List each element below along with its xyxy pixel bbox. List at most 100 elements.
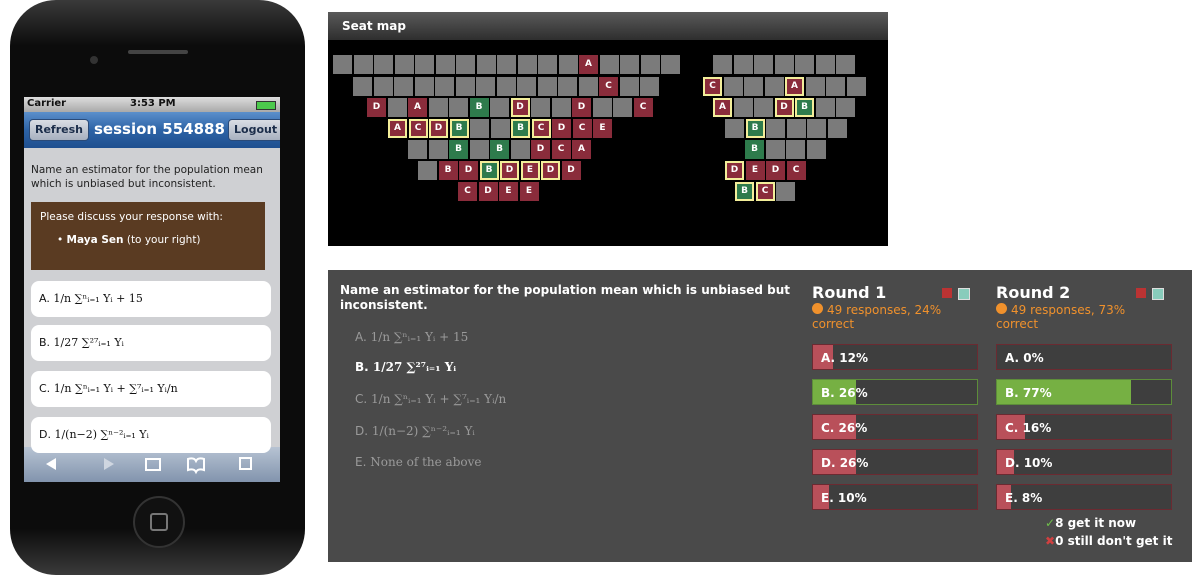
footer-improved: ✓8 get it now: [1045, 516, 1136, 530]
seat: B: [745, 140, 764, 159]
seat: [374, 55, 393, 74]
still-wrong-text: 0 still don't get it: [1055, 534, 1172, 548]
bookmarks-icon[interactable]: [188, 458, 204, 472]
option-formula: 1/27 ∑²⁷ᵢ₌₁ Yᵢ: [54, 336, 124, 349]
seat: [394, 77, 413, 96]
seat: [531, 98, 550, 117]
seat: [661, 55, 680, 74]
partner-note: (to your right): [127, 234, 201, 246]
seat: A: [408, 98, 427, 117]
seat: [620, 55, 639, 74]
bar-label: E. 10%: [821, 485, 867, 511]
seat: D: [562, 161, 581, 180]
share-icon[interactable]: [146, 459, 160, 470]
seat: [470, 119, 489, 138]
option-formula: 1/(n−2) ∑ⁿ⁻²ᵢ₌₁ Yᵢ: [54, 428, 148, 441]
seat: B: [470, 98, 489, 117]
seat: [408, 140, 427, 159]
seat: E: [521, 161, 540, 180]
logout-button[interactable]: Logout: [228, 119, 280, 141]
export-icon[interactable]: [1136, 288, 1146, 298]
seat: [847, 77, 866, 96]
result-bar: E. 10%: [812, 484, 978, 510]
tabs-icon[interactable]: [240, 458, 251, 469]
forward-icon[interactable]: [104, 458, 114, 470]
option-letter: D.: [355, 424, 368, 438]
seat: [538, 77, 557, 96]
seat: [776, 182, 795, 201]
seat: [435, 77, 454, 96]
seat: [517, 77, 536, 96]
seat: [388, 98, 407, 117]
discuss-prompt: Please discuss your response with:: [40, 211, 223, 223]
export-icon[interactable]: [942, 288, 952, 298]
bar-label: B. 77%: [1005, 380, 1052, 406]
seat: E: [499, 182, 518, 201]
option-formula: 1/27 ∑²⁷ᵢ₌₁ Yᵢ: [373, 360, 456, 374]
seat: [558, 77, 577, 96]
seat: C: [532, 119, 551, 138]
status-bar: Carrier 3:53 PM: [24, 97, 280, 112]
seat: A: [785, 77, 804, 96]
summary-text: 49 responses, 73% correct: [996, 303, 1125, 331]
result-option: D. 1/(n−2) ∑ⁿ⁻²ᵢ₌₁ Yᵢ: [355, 424, 475, 438]
seat: D: [367, 98, 386, 117]
seat: [640, 77, 659, 96]
seat: C: [599, 77, 618, 96]
option-card[interactable]: A. 1/n ∑ⁿᵢ₌₁ Yᵢ + 15: [31, 281, 271, 317]
partner: • Maya Sen (to your right): [57, 234, 201, 246]
nav-title: session 554888: [94, 120, 225, 138]
option-formula: 1/n ∑ⁿᵢ₌₁ Yᵢ + 15: [53, 292, 143, 305]
seat: C: [573, 119, 592, 138]
seat: D: [766, 161, 785, 180]
back-icon[interactable]: [46, 458, 56, 470]
option-letter: E.: [355, 455, 366, 469]
seat: D: [500, 161, 519, 180]
option-formula: 1/n ∑ⁿᵢ₌₁ Yᵢ + 15: [371, 330, 469, 344]
seat: A: [388, 119, 407, 138]
bar-label: A. 0%: [1005, 345, 1044, 371]
discuss-box: Please discuss your response with: • May…: [31, 202, 265, 270]
seat: B: [511, 119, 530, 138]
seat: B: [450, 119, 469, 138]
option-letter: C.: [355, 392, 367, 406]
seat: [418, 161, 437, 180]
round-title: Round 1: [812, 283, 886, 302]
seat: [477, 55, 496, 74]
seat: [497, 77, 516, 96]
option-letter: D.: [39, 428, 51, 441]
seat: C: [787, 161, 806, 180]
seat: C: [409, 119, 428, 138]
image-icon[interactable]: [1152, 288, 1164, 300]
option-card[interactable]: C. 1/n ∑ⁿᵢ₌₁ Yᵢ + ∑⁷ᵢ₌₁ Yᵢ/n: [31, 371, 271, 407]
home-button[interactable]: [133, 496, 185, 548]
option-card[interactable]: D. 1/(n−2) ∑ⁿ⁻²ᵢ₌₁ Yᵢ: [31, 417, 271, 453]
option-formula: 1/(n−2) ∑ⁿ⁻²ᵢ₌₁ Yᵢ: [372, 424, 475, 438]
partner-name: Maya Sen: [67, 234, 124, 246]
seat: [579, 77, 598, 96]
seat: [816, 98, 835, 117]
option-card[interactable]: B. 1/27 ∑²⁷ᵢ₌₁ Yᵢ: [31, 325, 271, 361]
seat: [374, 77, 393, 96]
seat: D: [775, 98, 794, 117]
seat: [828, 119, 847, 138]
result-bar: A. 0%: [996, 344, 1172, 370]
seat-map-title: Seat map: [328, 12, 888, 40]
seat: [734, 55, 753, 74]
seat: C: [756, 182, 775, 201]
seat: E: [746, 161, 765, 180]
bar-label: D. 26%: [821, 450, 868, 476]
seat: A: [572, 140, 591, 159]
seat: [766, 140, 785, 159]
option-letter: A.: [355, 330, 367, 344]
seat: [415, 55, 434, 74]
refresh-button[interactable]: Refresh: [29, 119, 89, 141]
seat: [725, 119, 744, 138]
result-bar: C. 16%: [996, 414, 1172, 440]
seat: B: [490, 140, 509, 159]
image-icon[interactable]: [958, 288, 970, 300]
results-question: Name an estimator for the population mea…: [340, 283, 790, 313]
seat: D: [552, 119, 571, 138]
check-icon: ✓: [1045, 516, 1055, 530]
round-summary: 49 responses, 73% correct: [996, 303, 1156, 331]
